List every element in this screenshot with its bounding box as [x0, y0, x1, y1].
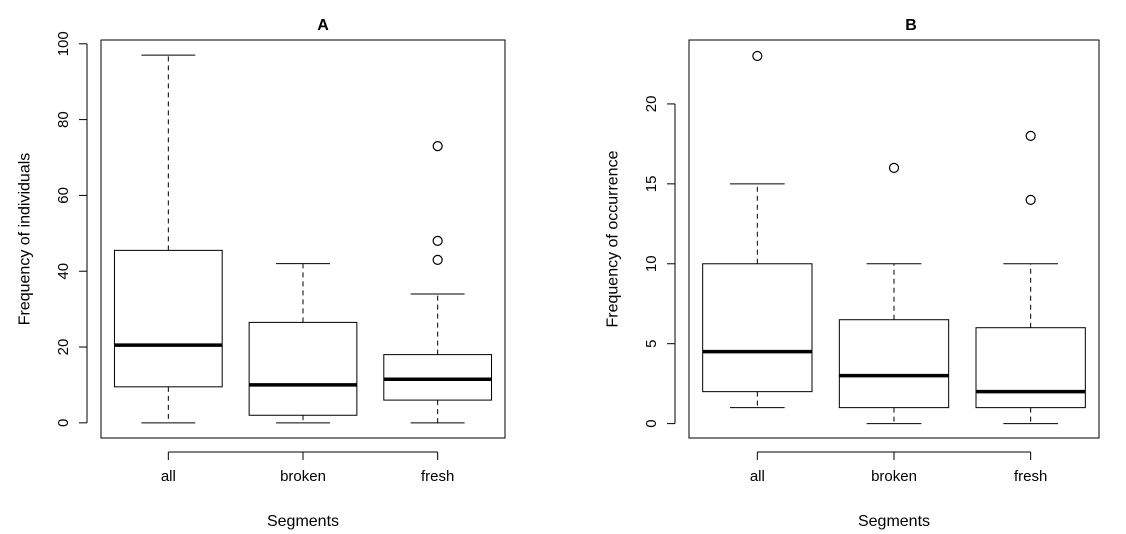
iqr-box: [248, 321, 358, 416]
chart-title: A: [317, 17, 329, 34]
y-tick-label: 15: [643, 176, 660, 193]
box-fresh: [975, 130, 1086, 425]
y-tick-label: 0: [643, 419, 660, 427]
y-tick-label: 60: [55, 187, 72, 204]
outlier-point: [888, 162, 900, 173]
x-tick-label: all: [750, 468, 765, 485]
y-tick-label: 80: [55, 111, 72, 128]
iqr-box: [838, 319, 950, 409]
y-tick-label: 5: [643, 340, 660, 348]
outlier-point: [432, 254, 443, 265]
x-axis-label: Segments: [267, 513, 339, 530]
panel-a: A 0 20 40 60 80 100 Frequency of individuals all…: [17, 17, 506, 530]
y-tick-label: 20: [55, 339, 72, 356]
x-tick-label: broken: [871, 468, 917, 485]
x-tick-label: fresh: [1014, 468, 1047, 485]
box-broken: [838, 162, 950, 425]
iqr-box: [383, 354, 493, 401]
chart-title: B: [905, 17, 917, 34]
box-all: [113, 54, 223, 424]
plot-frame: [688, 39, 1100, 439]
outlier-point: [1025, 194, 1036, 205]
iqr-box: [702, 263, 813, 393]
y-tick-label: 100: [55, 31, 72, 56]
outlier-point: [432, 141, 443, 152]
iqr-box: [113, 249, 223, 388]
outlier-point: [432, 235, 443, 246]
box-fresh: [383, 141, 493, 424]
x-tick-label: broken: [280, 468, 326, 485]
box-all: [702, 50, 813, 409]
y-tick-label: 0: [55, 419, 72, 427]
x-tick-label: fresh: [421, 468, 454, 485]
x-axis-label: Segments: [858, 513, 930, 530]
y-tick-label: 10: [643, 255, 660, 272]
y-tick-label: 20: [643, 96, 660, 113]
y-axis-label: Frequency of individuals: [17, 153, 34, 326]
box-broken: [248, 263, 358, 424]
plot-frame: [100, 39, 506, 439]
outlier-point: [752, 50, 763, 62]
x-tick-label: all: [161, 468, 176, 485]
y-axis-label: Frequency of occurrence: [605, 150, 622, 327]
panel-b: B 0 5 10 15 20 Frequency of occurrence all broke…: [605, 17, 1100, 530]
outlier-point: [1025, 130, 1036, 142]
iqr-box: [975, 327, 1086, 409]
y-tick-label: 40: [55, 263, 72, 280]
